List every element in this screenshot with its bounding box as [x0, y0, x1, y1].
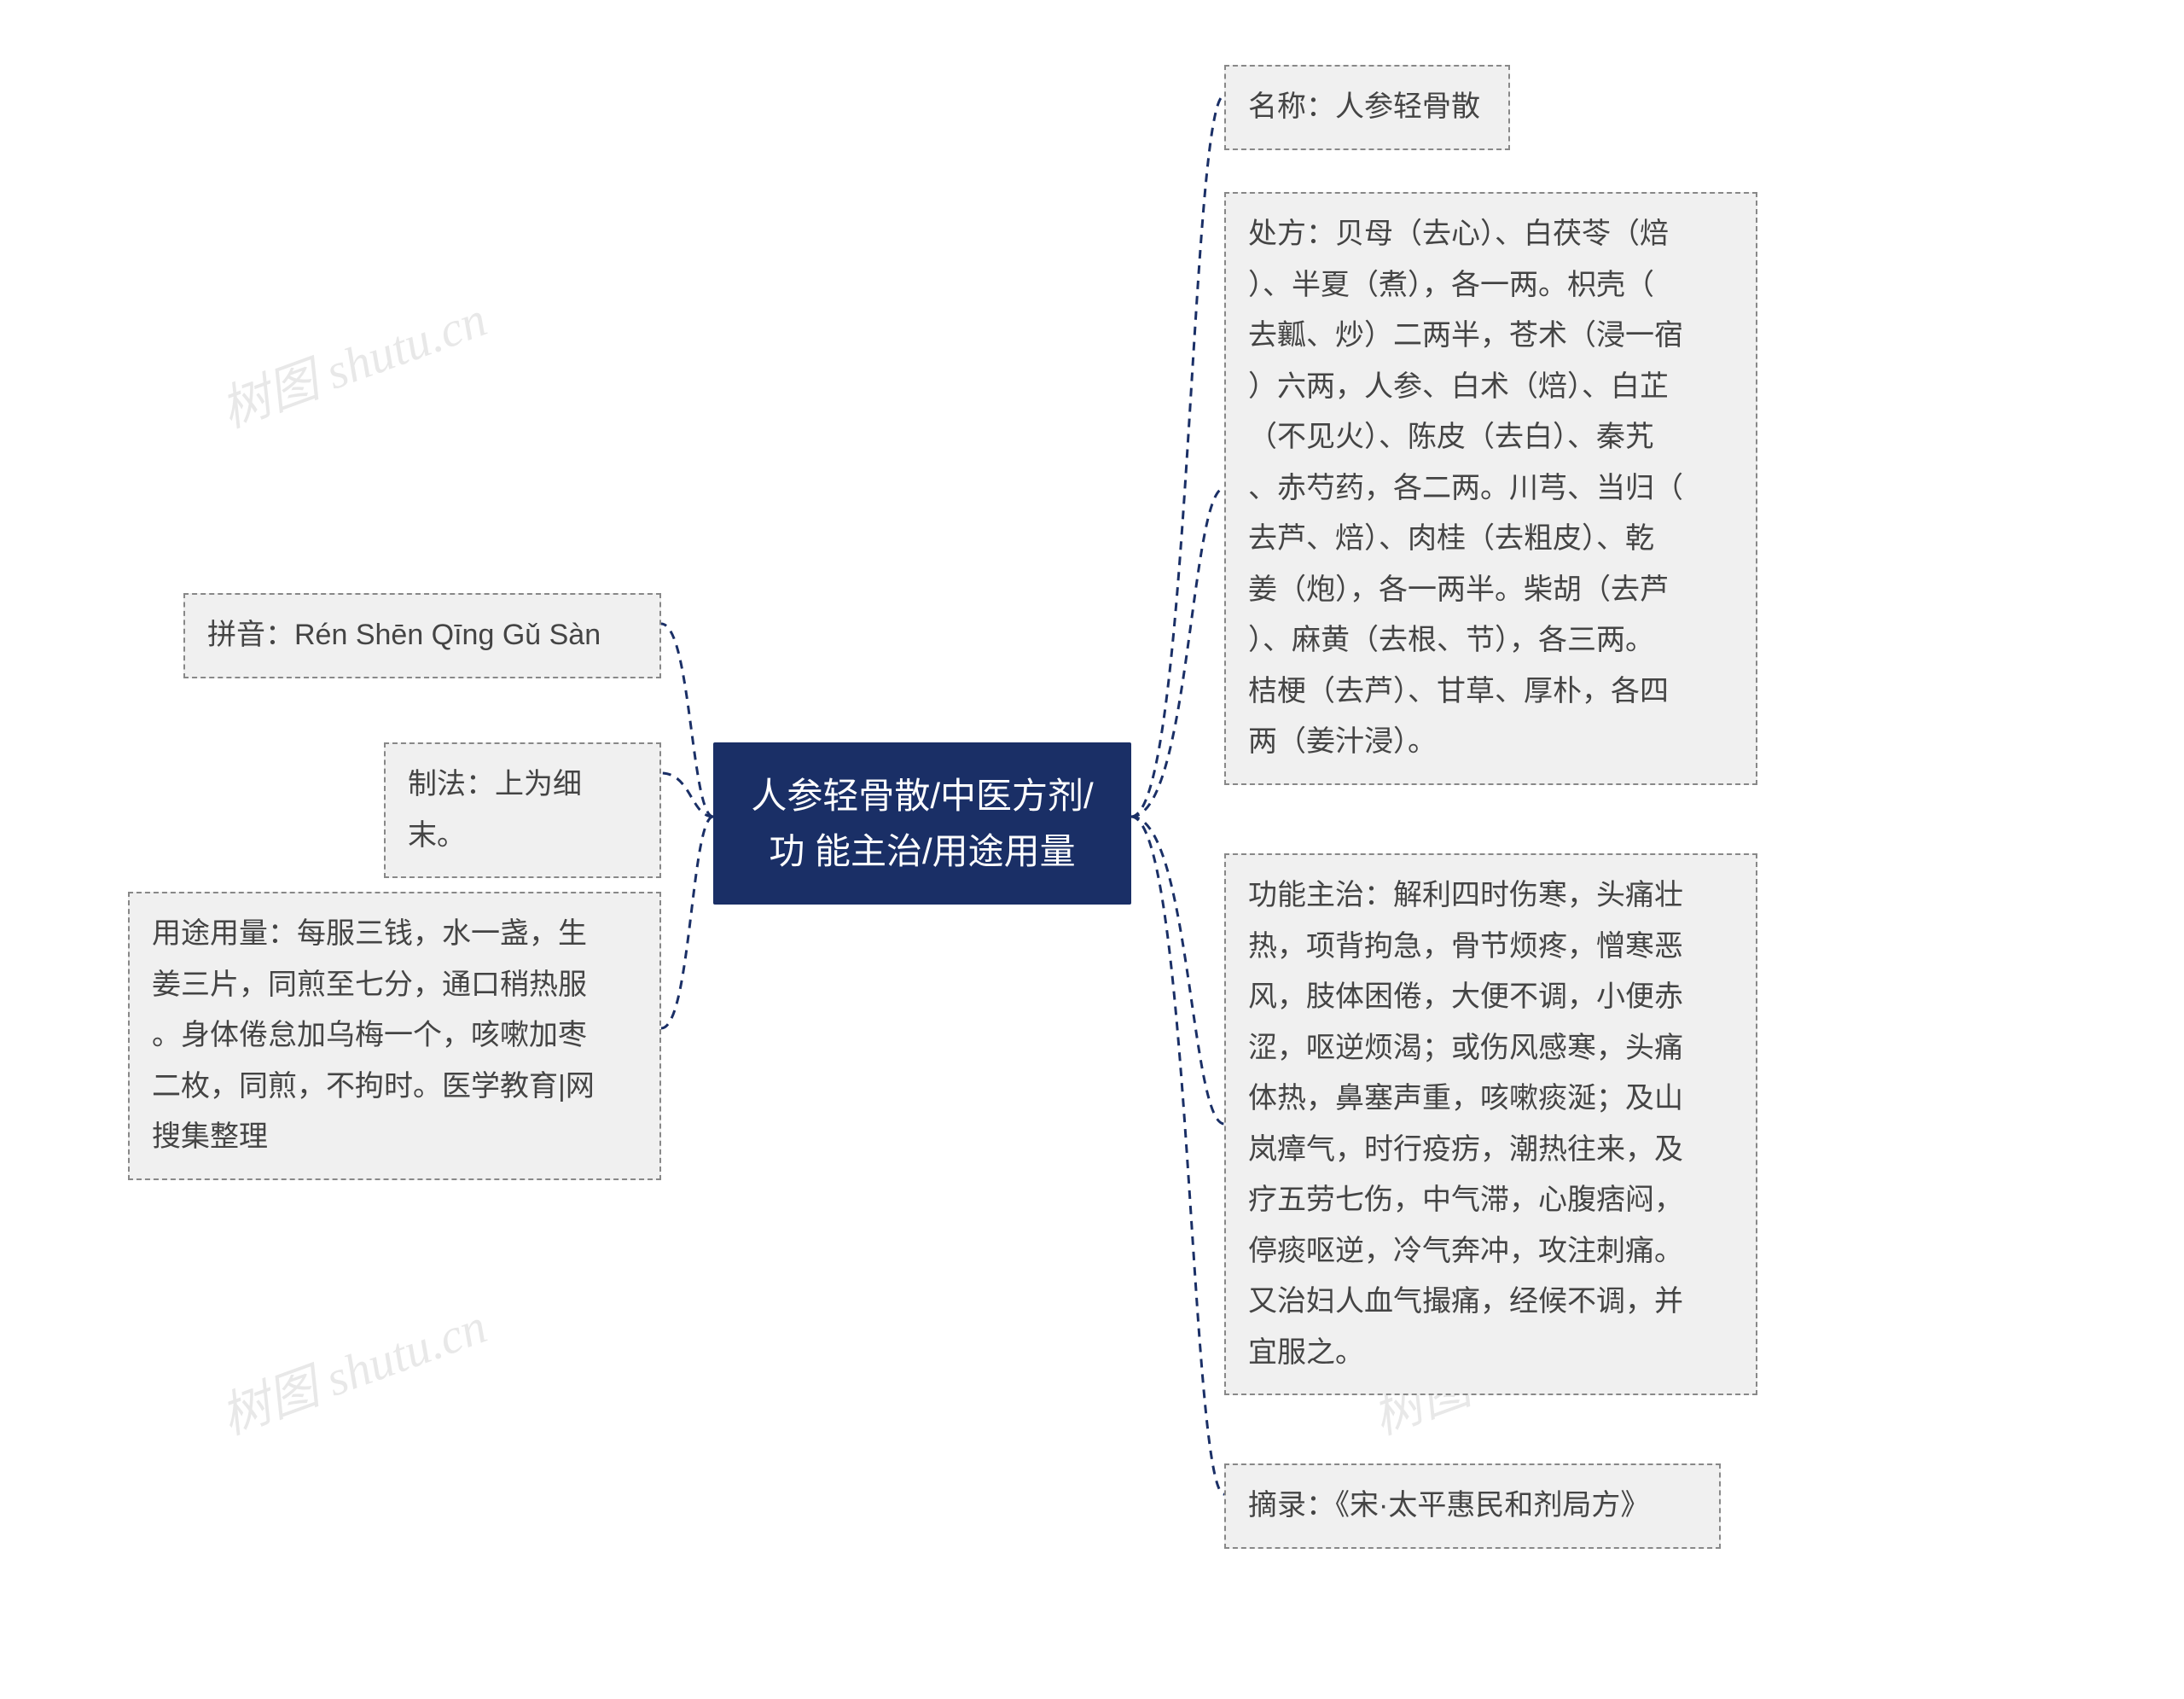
node-mingcheng[interactable]: 名称：人参轻骨散 [1224, 65, 1510, 150]
node-gongneng[interactable]: 功能主治：解利四时伤寒，头痛壮 热，项背拘急，骨节烦疼，憎寒恶 风，肢体困倦，大… [1224, 853, 1757, 1395]
node-zhailu[interactable]: 摘录：《宋·太平惠民和剂局方》 [1224, 1463, 1721, 1549]
node-chufang[interactable]: 处方：贝母（去心）、白茯苓（焙 ）、半夏（煮），各一两。枳壳（ 去瓤、炒）二两半… [1224, 192, 1757, 785]
watermark: 树图 shutu.cn [209, 279, 495, 441]
watermark: 树图 shutu.cn [209, 1286, 495, 1448]
node-zhifa[interactable]: 制法：上为细末。 [384, 742, 661, 878]
node-pinyin[interactable]: 拼音：Rén Shēn Qīng Gǔ Sàn [183, 593, 661, 678]
mindmap-center-node[interactable]: 人参轻骨散/中医方剂/功 能主治/用途用量 [713, 742, 1131, 905]
node-yongtu[interactable]: 用途用量：每服三钱，水一盏，生 姜三片，同煎至七分，通口稍热服 。身体倦怠加乌梅… [128, 892, 661, 1180]
